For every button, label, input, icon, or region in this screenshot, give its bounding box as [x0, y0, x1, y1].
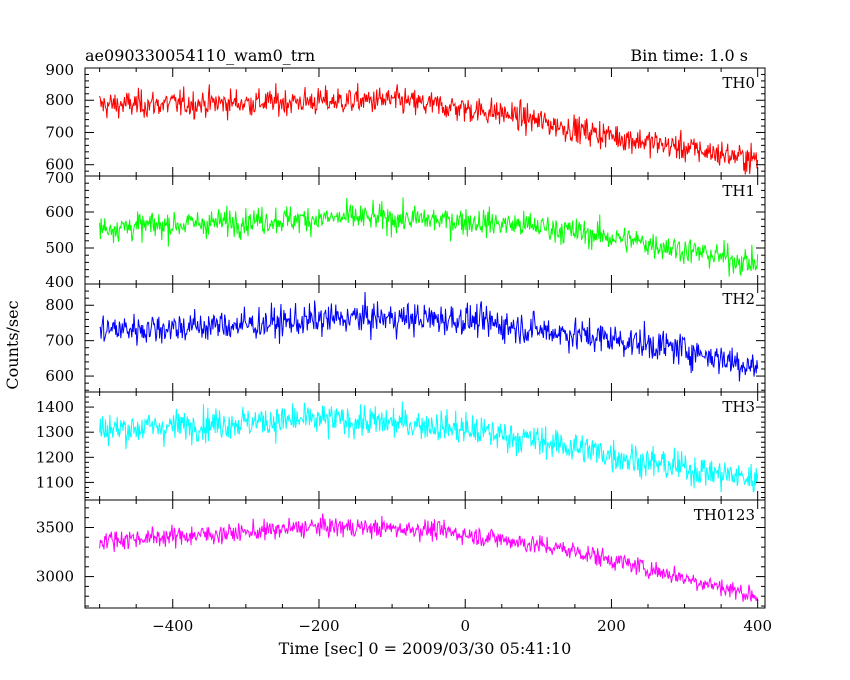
panel-th3: 1100 1200 1300 1400 TH3	[36, 391, 766, 501]
panel-th0: 600 700 800 900 TH0	[45, 61, 766, 177]
series-line-th0123	[99, 513, 759, 602]
panel-frame	[84, 175, 766, 285]
x-tick-label: 400	[743, 617, 772, 635]
y-tick-label: 600	[45, 156, 74, 174]
series-line-th0	[99, 83, 759, 175]
y-tick-label: 700	[45, 169, 74, 187]
y-tick-label: 600	[45, 367, 74, 385]
series-line-th3	[99, 401, 759, 493]
y-tick-label: 1300	[36, 423, 74, 441]
y-tick-label: 3500	[36, 518, 74, 536]
x-tick-label: 0	[460, 617, 470, 635]
panel-th0123: 3000 3500 TH0123 −400 −200 0 200 400	[36, 499, 772, 635]
y-tick-label: 3000	[36, 568, 74, 586]
y-tick-label: 600	[45, 203, 74, 221]
x-tick-label: −400	[152, 617, 193, 635]
y-axis-label: Counts/sec	[3, 300, 22, 389]
y-tick-label: 1100	[36, 473, 74, 491]
panel-th1: 400 500 600 700 TH1	[45, 169, 766, 291]
panel-label-th0: TH0	[722, 74, 755, 92]
y-tick-label: 900	[45, 61, 74, 79]
chart-title: ae090330054110_wam0_trn	[85, 46, 315, 65]
x-tick-label: −200	[298, 617, 339, 635]
y-tick-label: 1400	[36, 398, 74, 416]
series-line-th2	[99, 292, 759, 382]
panel-label-th1: TH1	[722, 182, 755, 200]
y-tick-label: 700	[45, 332, 74, 350]
y-tick-label: 800	[45, 296, 74, 314]
y-tick-label: 400	[45, 273, 74, 291]
panel-label-th0123: TH0123	[694, 506, 755, 524]
panel-th2: 600 700 800 TH2	[45, 283, 766, 393]
y-tick-label: 500	[45, 239, 74, 257]
panel-frame	[84, 391, 766, 501]
panel-frame	[84, 499, 766, 609]
bin-time-label: Bin time: 1.0 s	[630, 46, 748, 65]
x-tick-label: 200	[597, 617, 626, 635]
panel-frame	[84, 67, 766, 177]
panel-label-th2: TH2	[722, 290, 755, 308]
y-tick-label: 700	[45, 123, 74, 141]
y-tick-label: 800	[45, 91, 74, 109]
panel-label-th3: TH3	[722, 398, 755, 416]
y-tick-label: 1200	[36, 448, 74, 466]
series-line-th1	[99, 197, 759, 277]
x-axis-label: Time [sec] 0 = 2009/03/30 05:41:10	[279, 639, 572, 658]
panel-frame	[84, 283, 766, 393]
